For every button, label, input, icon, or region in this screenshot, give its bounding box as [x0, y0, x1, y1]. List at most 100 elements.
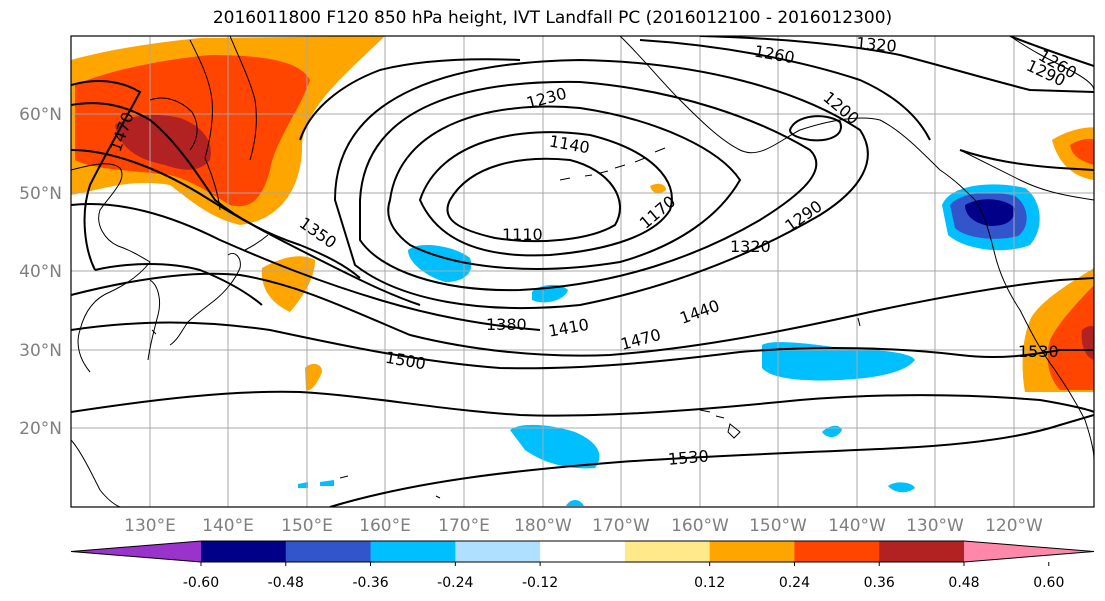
colorbar-segment: [624, 541, 711, 562]
colorbar-extend-low: [71, 541, 201, 562]
negative-anomaly-region: [320, 480, 334, 486]
aleutian-islands: [559, 147, 666, 181]
colorbar-tick-label: -0.12: [522, 575, 558, 591]
contour-label: 1290: [781, 196, 825, 235]
colorbar-segment: [370, 541, 456, 562]
contour-label: 1500: [384, 348, 427, 374]
negative-anomaly-region: [298, 482, 308, 488]
pacific-islands: [151, 317, 861, 499]
negative-anomaly-region: [408, 244, 472, 282]
height-contour: [71, 80, 142, 271]
lon-label: 120°W: [985, 516, 1043, 536]
height-contour: [299, 58, 521, 141]
contour-label: 1110: [502, 225, 543, 244]
lon-label: 140°E: [202, 516, 254, 536]
lat-label: 60°N: [19, 105, 62, 125]
latitude-labels: 60°N 50°N 40°N 30°N 20°N: [19, 105, 62, 439]
positive-anomaly-region: [1047, 285, 1094, 390]
contour-label: 1140: [548, 132, 591, 158]
colorbar-segment: [794, 541, 880, 562]
lat-label: 30°N: [19, 341, 62, 361]
lon-label: 170°E: [438, 516, 490, 536]
height-contour: [959, 149, 1094, 171]
colorbar-extend-high: [964, 541, 1094, 562]
colorbar-tick-label: 0.36: [864, 575, 895, 591]
coastlines: [71, 36, 1094, 507]
height-contour: [329, 414, 1094, 507]
lon-label: 160°W: [671, 516, 729, 536]
korea-coastline: [147, 279, 161, 361]
canada-border: [959, 36, 1094, 201]
height-contour: [71, 321, 1094, 370]
colorbar-segment: [540, 541, 626, 562]
contour-label: 1530: [1018, 342, 1059, 361]
colorbar-tick-label: 0.24: [779, 575, 810, 591]
negative-anomaly-region: [566, 500, 584, 506]
positive-anomaly-region: [305, 363, 322, 391]
height-contour: [639, 39, 931, 141]
height-contour: [418, 131, 673, 257]
colorbar: [70, 540, 1095, 566]
lon-label: 150°W: [749, 516, 807, 536]
height-contour: [387, 105, 742, 270]
height-contour: [71, 203, 541, 331]
asia-coastline: [71, 163, 151, 507]
lat-label: 20°N: [19, 419, 62, 439]
lon-label: 150°E: [281, 516, 333, 536]
positive-anomaly-region: [650, 183, 666, 194]
colorbar-tick-label: -0.36: [352, 575, 388, 591]
figure-title: 2016011800 F120 850 hPa height, IVT Land…: [212, 8, 893, 28]
height-contour: [359, 80, 818, 292]
hawaii-islands: [699, 409, 741, 439]
graticule: [71, 36, 1094, 507]
north-america-coastline: [974, 199, 1094, 461]
contour-label: 1530: [667, 446, 709, 468]
height-contours: [71, 36, 1094, 507]
height-contour: [699, 36, 1094, 93]
kamchatka-coastline: [189, 36, 257, 211]
negative-anomaly-region: [510, 424, 600, 469]
japan-coastline: [169, 234, 269, 346]
lon-label: 160°E: [359, 516, 411, 536]
height-contour: [71, 390, 1094, 417]
colorbar-segment: [455, 541, 541, 562]
height-contour: [71, 272, 1094, 357]
lon-label: 130°W: [906, 516, 964, 536]
colorbar-ticks: -0.60 -0.48 -0.36 -0.24 -0.12 0.12 0.24 …: [183, 575, 1065, 591]
alaska-coastline: [619, 36, 976, 201]
negative-anomaly-region: [888, 482, 915, 493]
colorbar-segment: [201, 541, 287, 562]
positive-anomaly-region: [1070, 138, 1094, 165]
lon-label: 130°E: [124, 516, 176, 536]
colorbar-tick-label: 0.60: [1033, 575, 1064, 591]
height-contour: [71, 102, 361, 279]
lat-label: 50°N: [19, 184, 62, 204]
colorbar-tick-label: -0.48: [268, 575, 304, 591]
contour-label: 1410: [547, 315, 590, 341]
lon-label: 140°W: [828, 516, 886, 536]
negative-anomaly-region: [965, 199, 1015, 226]
colorbar-segment: [285, 541, 372, 562]
positive-anomaly-region: [1081, 325, 1094, 360]
negative-anomaly-region: [762, 342, 915, 381]
contour-label: 1320: [730, 237, 771, 256]
okhotsk-coastline: [149, 97, 198, 151]
lat-label: 40°N: [19, 262, 62, 282]
colorbar-segment: [879, 541, 965, 562]
height-contour: [94, 263, 263, 306]
height-contour: [446, 157, 621, 243]
colorbar-segment: [709, 541, 795, 562]
colorbar-tick-label: -0.60: [183, 575, 219, 591]
height-contour: [71, 149, 421, 306]
colorbar-tick-label: 0.12: [694, 575, 725, 591]
height-contour: [788, 115, 842, 142]
contour-label: 1230: [524, 84, 568, 113]
height-contour: [1009, 36, 1094, 67]
contour-label: 1260: [753, 42, 796, 68]
contour-label: 1380: [486, 315, 527, 334]
negative-anomaly-region: [822, 425, 842, 438]
lon-label: 170°W: [592, 516, 650, 536]
positive-anomaly-region: [261, 256, 315, 312]
height-contour: [333, 58, 869, 310]
